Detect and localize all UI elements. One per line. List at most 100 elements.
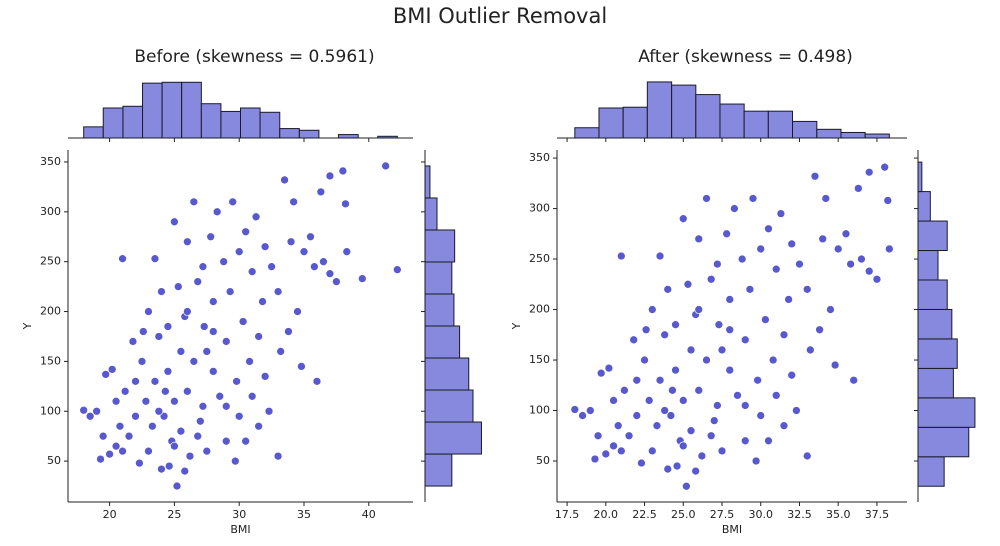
x-hist-bar	[574, 127, 600, 139]
x-hist-bar	[792, 120, 818, 139]
point	[740, 436, 750, 446]
point	[849, 375, 859, 385]
point	[202, 446, 212, 456]
point	[118, 446, 127, 456]
point	[92, 406, 101, 416]
point	[880, 162, 890, 172]
y-hist-bar	[424, 261, 453, 295]
point	[206, 232, 216, 242]
point	[176, 347, 186, 356]
point	[740, 335, 750, 345]
point	[221, 436, 231, 446]
point	[180, 466, 190, 476]
point	[254, 421, 263, 431]
point	[714, 320, 724, 330]
point	[185, 451, 195, 461]
x-tick-label: 25	[167, 508, 181, 521]
x-hist-bar	[695, 94, 721, 139]
point	[215, 391, 225, 401]
point	[787, 370, 797, 380]
x-hist-bar	[161, 81, 183, 139]
point	[157, 464, 166, 474]
point	[795, 259, 804, 269]
point	[624, 431, 634, 441]
point	[864, 266, 874, 276]
point	[79, 405, 89, 415]
point	[258, 297, 267, 306]
point	[725, 365, 735, 375]
point	[678, 441, 688, 451]
x-tick-label: 27.5	[710, 508, 735, 521]
x-tick-label: 30.0	[748, 508, 773, 521]
x-tick-label: 32.5	[787, 508, 812, 521]
point	[199, 322, 209, 331]
point	[273, 287, 283, 296]
point	[585, 406, 595, 415]
point	[154, 332, 164, 341]
point	[660, 330, 670, 340]
point	[821, 194, 831, 203]
point	[632, 375, 642, 385]
x-hist-bar	[743, 110, 769, 139]
x-hist-bar	[200, 103, 222, 139]
x-hist-bar	[83, 126, 104, 139]
point	[284, 327, 293, 336]
point	[616, 446, 626, 456]
x-tick-label: 22.5	[632, 508, 657, 521]
point	[245, 357, 254, 366]
point	[691, 466, 701, 476]
point	[325, 171, 335, 181]
point	[713, 259, 722, 269]
x-hist-bar	[142, 82, 163, 139]
point	[107, 365, 117, 374]
point	[694, 305, 704, 314]
point	[392, 265, 402, 275]
point	[779, 421, 789, 431]
point	[637, 458, 646, 468]
point	[260, 372, 270, 381]
point	[570, 405, 580, 414]
x-tick-label: 35.0	[826, 508, 851, 521]
point	[779, 330, 789, 340]
point	[164, 461, 174, 471]
point	[578, 411, 587, 420]
point	[163, 367, 173, 376]
y-hist-bar	[917, 161, 923, 193]
point	[111, 396, 121, 406]
x-hist-bar	[377, 135, 398, 139]
point	[234, 247, 244, 257]
point	[96, 454, 105, 464]
point	[596, 368, 606, 378]
point	[647, 305, 657, 314]
point	[632, 411, 642, 420]
point	[761, 315, 770, 324]
point	[737, 254, 747, 264]
point	[144, 446, 153, 456]
y-hist-bar	[424, 357, 470, 391]
point	[641, 325, 651, 335]
point	[678, 214, 688, 224]
point	[341, 199, 350, 209]
point	[815, 325, 824, 335]
point	[725, 325, 735, 335]
point	[198, 401, 208, 411]
point	[697, 451, 707, 461]
point	[176, 426, 186, 436]
y-hist-bar	[424, 165, 431, 199]
point	[342, 247, 352, 257]
point	[115, 421, 125, 431]
point	[172, 481, 182, 491]
y-hist-bar	[424, 229, 456, 263]
chart-title: After (skewness = 0.498)	[638, 47, 853, 67]
x-hist-bar	[181, 81, 202, 139]
point	[159, 411, 169, 421]
point	[195, 416, 205, 426]
point	[733, 391, 742, 400]
point	[756, 411, 766, 420]
x-hist-bar	[840, 131, 866, 139]
point	[666, 411, 676, 420]
x-hist-bar	[298, 129, 320, 139]
point	[784, 295, 793, 304]
y-hist-bar	[917, 191, 931, 222]
